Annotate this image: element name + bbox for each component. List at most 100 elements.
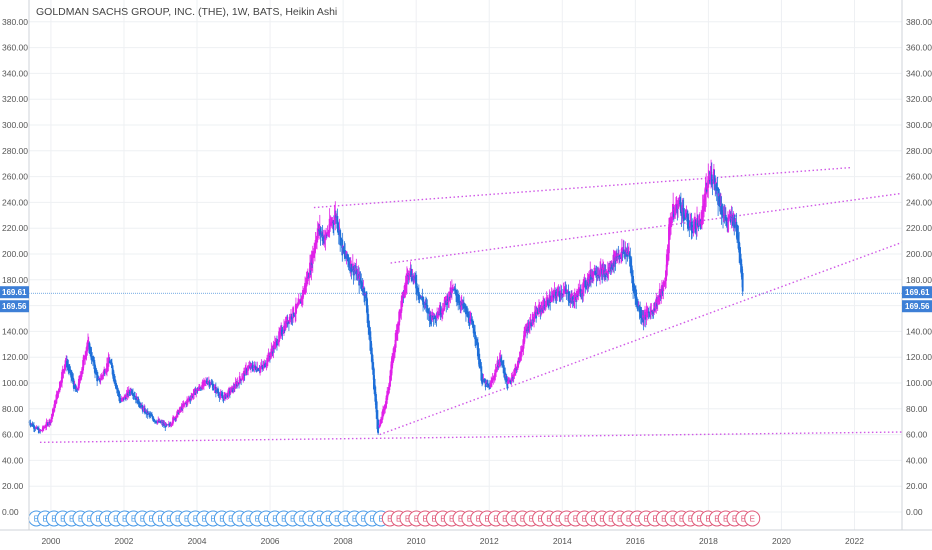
earnings-event-label: E xyxy=(431,514,436,523)
candle-body xyxy=(486,383,489,385)
candle-body xyxy=(327,232,330,234)
y-tick-label-right: 280.00 xyxy=(906,146,932,156)
candle-body xyxy=(624,249,627,252)
candle-body xyxy=(323,239,326,241)
candle-body xyxy=(675,199,678,209)
y-tick-label-right: 60.00 xyxy=(906,430,928,440)
candle-body xyxy=(325,234,328,236)
candle-body xyxy=(494,369,497,376)
earnings-event-label: E xyxy=(564,514,569,523)
candle-body xyxy=(291,317,294,319)
candle-body xyxy=(528,328,531,330)
candle-body xyxy=(174,418,177,419)
candle-body xyxy=(325,233,328,237)
candle-body xyxy=(186,398,189,402)
candle-body xyxy=(661,288,664,294)
y-tick-label-left: 140.00 xyxy=(2,326,28,336)
candle-body xyxy=(653,307,656,311)
candle-body xyxy=(364,293,367,295)
x-tick-label: 2010 xyxy=(407,536,426,546)
earnings-event-label: E xyxy=(255,514,260,523)
candle-body xyxy=(289,319,292,320)
earnings-event-label: E xyxy=(193,514,198,523)
candle-body xyxy=(44,427,47,429)
earnings-event-label: E xyxy=(705,514,710,523)
candle-body xyxy=(84,353,87,358)
candle-body xyxy=(63,364,66,371)
candle-body xyxy=(663,282,666,286)
candle-body xyxy=(533,311,536,319)
candle-body xyxy=(41,429,44,431)
candle-body xyxy=(142,408,145,410)
earnings-event-label: E xyxy=(635,514,640,523)
candle-body xyxy=(40,430,43,432)
candle-body xyxy=(447,300,450,303)
chart-title: GOLDMAN SACHS GROUP, INC. (THE), 1W, BAT… xyxy=(36,6,338,18)
candle-body xyxy=(445,300,448,305)
earnings-event-label: E xyxy=(573,514,578,523)
y-tick-label-left: 260.00 xyxy=(2,172,28,182)
candle-body xyxy=(354,270,356,272)
candle-body xyxy=(173,418,176,420)
candle-body xyxy=(402,296,405,298)
candle-body xyxy=(623,249,625,254)
earnings-event-label: E xyxy=(370,514,375,523)
candle-body xyxy=(550,300,552,302)
candle-body xyxy=(480,366,483,381)
earnings-event-label: E xyxy=(325,514,330,523)
candle-body xyxy=(452,288,455,290)
candle-body xyxy=(626,252,629,257)
candle-body xyxy=(308,277,311,278)
candle-body xyxy=(597,275,599,276)
candle-body xyxy=(70,373,73,379)
candle-body xyxy=(182,404,185,407)
earnings-event-label: E xyxy=(96,514,101,523)
candle-body xyxy=(347,258,350,266)
candle-body xyxy=(229,391,232,393)
y-tick-label-left: 120.00 xyxy=(2,352,28,362)
candle-body xyxy=(131,391,134,395)
candle-body xyxy=(741,272,744,292)
candle-body xyxy=(548,294,551,305)
candle-body xyxy=(266,361,269,363)
y-tick-label-right: 180.00 xyxy=(906,275,932,285)
candle-body xyxy=(190,396,193,400)
y-tick-label-left: 340.00 xyxy=(2,68,28,78)
candle-body xyxy=(246,370,249,372)
y-tick-label-left: 40.00 xyxy=(2,455,24,465)
candle-body xyxy=(384,404,387,410)
candle-body xyxy=(667,246,670,260)
candle-body xyxy=(243,373,246,376)
earnings-event-label: E xyxy=(122,514,127,523)
y-tick-label-right: 0.00 xyxy=(906,507,923,517)
candle-body xyxy=(181,403,184,409)
candle-body xyxy=(171,422,174,425)
candle-body xyxy=(561,294,564,295)
earnings-event-label: E xyxy=(644,514,649,523)
candle-body xyxy=(438,313,441,315)
candle-body xyxy=(617,255,620,257)
x-tick-label: 2016 xyxy=(626,536,645,546)
candle-body xyxy=(310,254,313,271)
earnings-event-label: E xyxy=(449,514,454,523)
y-tick-label-left: 100.00 xyxy=(2,378,28,388)
trend-line xyxy=(39,431,903,444)
y-tick-label-left: 200.00 xyxy=(2,249,28,259)
earnings-event-label: E xyxy=(405,514,410,523)
candle-body xyxy=(531,324,533,326)
candle-body xyxy=(585,285,588,287)
candle-body xyxy=(167,424,169,426)
candle-body xyxy=(704,187,707,202)
candle-body xyxy=(134,395,136,397)
candle-body xyxy=(413,277,415,279)
candle-body xyxy=(712,181,715,183)
y-tick-label-left: 20.00 xyxy=(2,481,24,491)
candle-body xyxy=(441,310,444,312)
earnings-event-label: E xyxy=(723,514,728,523)
candle-body xyxy=(408,274,411,276)
earnings-event-label: E xyxy=(511,514,516,523)
candle-body xyxy=(54,400,56,408)
candle-body xyxy=(179,408,182,410)
